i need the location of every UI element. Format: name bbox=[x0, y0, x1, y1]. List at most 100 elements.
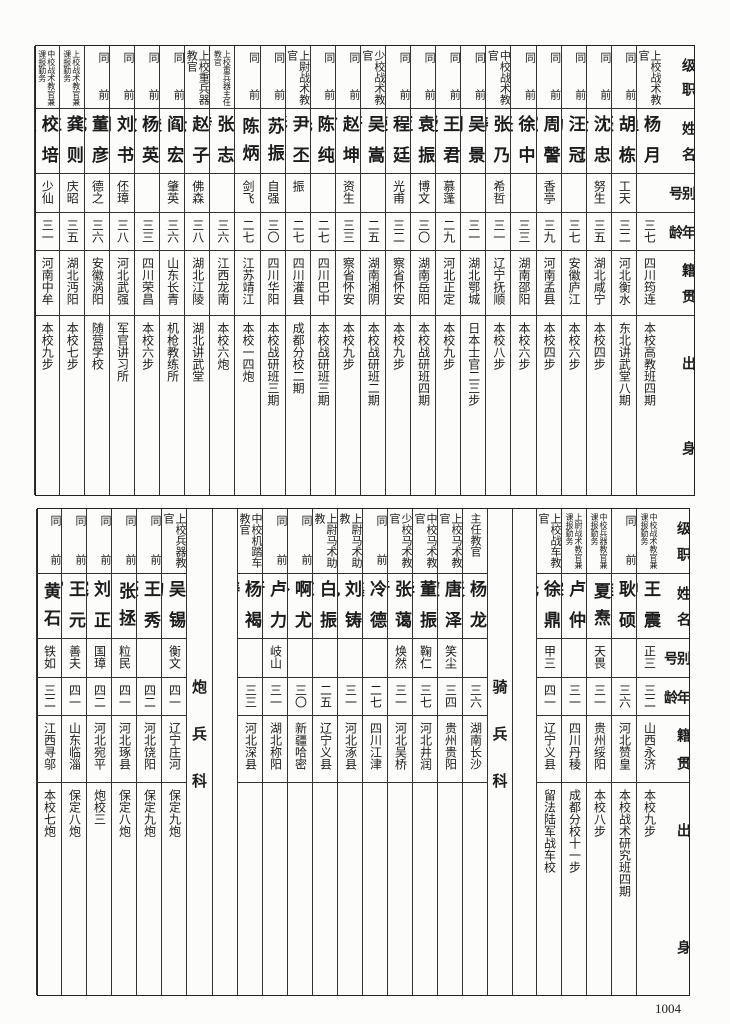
age-cell: 三六 bbox=[160, 213, 185, 251]
age-cell: 三七 bbox=[413, 678, 437, 716]
person-column: 同前 苏振 自强 三〇 四川华阳 本校战研班三期 bbox=[259, 46, 285, 495]
person-column: 同前周謦室香亭三九河南孟县本校四步 bbox=[535, 46, 561, 495]
native-place-cell: 河北井润 bbox=[413, 716, 437, 783]
native-place-cell: 湖南长沙 bbox=[463, 716, 487, 783]
native-place-cell: 安徽庐江 bbox=[561, 251, 586, 316]
origin-cell: 成都分校十一步 bbox=[567, 789, 582, 873]
age-cell: 三五 bbox=[586, 213, 611, 251]
name-cell: 阎宏俊 bbox=[160, 109, 185, 174]
origin-cell bbox=[388, 783, 412, 994]
alias-cell bbox=[360, 174, 385, 213]
rank-cell: 同前 bbox=[87, 509, 111, 574]
rank-cell: 同前 bbox=[536, 46, 561, 109]
rank-cell: 上校战术教官兼课报勤务 bbox=[59, 46, 84, 109]
age-cell: 三一 bbox=[486, 213, 511, 251]
age-cell: 三二 bbox=[385, 213, 411, 251]
page-number: 1004 bbox=[655, 1001, 681, 1016]
rank-cell: 同前 bbox=[310, 46, 335, 109]
alias-cell: 自强 bbox=[260, 174, 285, 213]
name-cell: 董彦成 bbox=[84, 109, 109, 174]
person-column: 上校战术教官杨月渔三七四川筠连本校高教班四期 bbox=[635, 46, 661, 495]
native-place-cell: 辽宁庄河 bbox=[162, 716, 186, 783]
rank-cell: 同前 bbox=[137, 509, 161, 574]
origin-cell: 本校六步 bbox=[516, 322, 531, 370]
name-cell: 杨月渔 bbox=[636, 109, 661, 174]
name-cell: 吴景明 bbox=[461, 109, 486, 174]
origin-cell: 留法陆军战车校 bbox=[542, 789, 557, 873]
artillery-section-column: 炮兵科 bbox=[186, 509, 212, 995]
age-cell: 四二 bbox=[137, 678, 161, 716]
header-origin: 出身 bbox=[675, 823, 689, 954]
native-place-cell: 湖北江陵 bbox=[185, 251, 210, 316]
age-cell: 三一 bbox=[338, 678, 362, 716]
native-place-cell: 河北琢县 bbox=[112, 716, 136, 783]
native-place-cell: 察省怀安 bbox=[385, 251, 411, 316]
origin-cell: 本校战术研究班四期 bbox=[617, 789, 632, 897]
name-cell: 周謦室 bbox=[536, 109, 561, 174]
person-column: 同前徐中坚三三湖南邵阳本校六步 bbox=[510, 46, 536, 495]
alias-cell: 肇英 bbox=[160, 174, 185, 213]
alias-cell: 博文 bbox=[411, 174, 436, 213]
name-cell: 董振华 bbox=[413, 574, 437, 639]
age-cell: 三二 bbox=[637, 678, 661, 716]
person-column: 上校马术教官唐泽堃笑尘三四贵州贵阳 bbox=[437, 509, 462, 995]
age-cell: 三六 bbox=[612, 678, 636, 716]
rank-cell: 同前 bbox=[511, 46, 536, 109]
rank-cell: 同前 bbox=[461, 46, 486, 109]
name-cell: 刘铸九 bbox=[338, 574, 362, 639]
age-cell: 二七 bbox=[285, 213, 310, 251]
age-cell: 四一 bbox=[62, 678, 86, 716]
alias-cell: 伾璋 bbox=[109, 174, 135, 213]
person-column: 同前王君瑷慕蓬二九河北正定本校九步 bbox=[435, 46, 461, 495]
name-cell: 张拯 bbox=[112, 574, 136, 639]
rank-cell: 上校重兵器教官 bbox=[185, 46, 210, 109]
name-cell: 王君瑷 bbox=[436, 109, 461, 174]
person-column: 同前汪冠勋三七安徽庐江本校六步 bbox=[560, 46, 586, 495]
header-name: 姓名 bbox=[661, 109, 694, 174]
rank-cell: 同前 bbox=[612, 509, 636, 574]
person-column: 中校马术教官董振华鞠仁三七河北井润 bbox=[412, 509, 437, 995]
age-cell: 三〇 bbox=[411, 213, 436, 251]
name-cell: 唐泽堃 bbox=[438, 574, 462, 639]
alias-cell: 正三 bbox=[637, 639, 661, 678]
alias-cell: 光甫 bbox=[385, 174, 411, 213]
rank-cell: 中校战术教官兼课报勤务 bbox=[637, 509, 661, 574]
person-column: 同前 黄石 铁如 三二 江西寻邬 本校七炮 bbox=[36, 509, 61, 995]
age-cell: 三四 bbox=[438, 678, 462, 716]
native-place-cell: 河北宛平 bbox=[87, 716, 111, 783]
rank-cell: 少校马术教官 bbox=[388, 509, 412, 574]
alias-cell: 焕然 bbox=[388, 639, 412, 678]
native-place-cell: 湖南邵阳 bbox=[511, 251, 536, 316]
name-cell: 耿硕雄 bbox=[612, 574, 636, 639]
native-place-cell: 新疆哈密 bbox=[288, 716, 312, 783]
origin-cell bbox=[463, 783, 487, 994]
alias-cell: 铁如 bbox=[37, 639, 61, 678]
rank-cell: 上尉战术教官 bbox=[285, 46, 310, 109]
origin-cell bbox=[363, 783, 387, 994]
person-column: 同前吴景明三一湖北鄂城日本士官二三步 bbox=[460, 46, 486, 495]
person-column: 少校马术教官张蔼新焕然三一河北吴桥 bbox=[387, 509, 412, 995]
name-cell: 徐中坚 bbox=[511, 109, 536, 174]
age-cell: 三二 bbox=[611, 213, 636, 251]
person-column: 中校战术教官兼课报勤务校培俊少仙三一河南中牟本校九步 bbox=[33, 46, 59, 495]
age-cell: 二五 bbox=[313, 678, 337, 716]
origin-cell bbox=[313, 783, 337, 994]
name-cell: 王元宵 bbox=[62, 574, 86, 639]
person-column: 上尉马术助教刘铸九三一河北涿县 bbox=[337, 509, 362, 995]
person-column: 同前 陈炳 剑飞 二七 江苏靖江 本校一四炮 bbox=[234, 46, 260, 495]
origin-cell bbox=[288, 783, 312, 994]
name-cell: 黄石 bbox=[37, 574, 61, 639]
name-cell: 啊尤朴 bbox=[288, 574, 312, 639]
native-place-cell: 四川筠连 bbox=[636, 251, 661, 316]
age-cell: 二七 bbox=[235, 213, 260, 251]
alias-cell bbox=[636, 174, 661, 213]
age-cell: 三八 bbox=[185, 213, 210, 251]
age-cell: 三三 bbox=[238, 678, 262, 716]
age-cell: 三六 bbox=[84, 213, 109, 251]
blank-column bbox=[212, 509, 237, 995]
age-cell: 三一 bbox=[461, 213, 486, 251]
native-place-cell: 山西永济 bbox=[637, 716, 661, 783]
native-place-cell: 江西龙南 bbox=[210, 251, 235, 316]
person-column: 中校机踏车教官杨褐涛三三河北深县 bbox=[237, 509, 262, 995]
age-cell: 三三 bbox=[335, 213, 360, 251]
